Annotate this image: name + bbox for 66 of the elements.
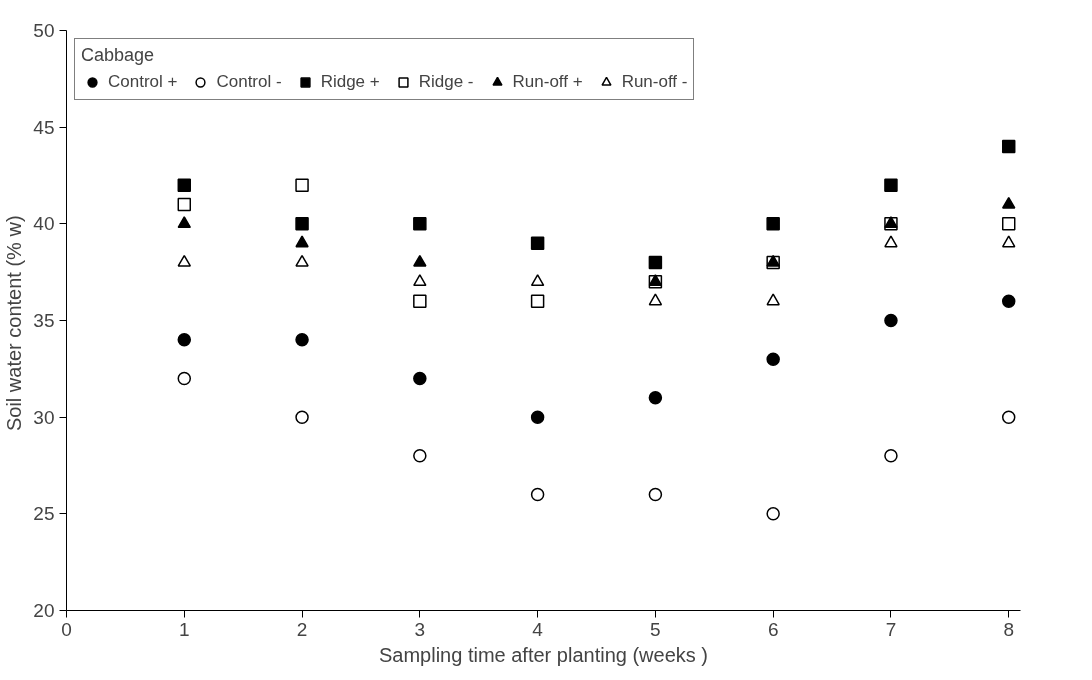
point	[766, 352, 780, 366]
point	[295, 235, 309, 248]
y-tick-label: 30	[33, 406, 55, 428]
point	[766, 293, 780, 306]
point	[295, 333, 309, 347]
x-tick-label: 3	[414, 618, 426, 640]
y-tick-label: 25	[33, 503, 55, 525]
point	[648, 293, 663, 306]
legend-label: Ridge +	[320, 72, 380, 92]
point	[1001, 196, 1016, 209]
y-axis-title: Soil water content (% w)	[3, 215, 26, 432]
x-tick-label: 0	[61, 618, 72, 640]
y-tick-label: 40	[33, 213, 55, 235]
point	[295, 178, 309, 192]
point	[295, 410, 309, 424]
point	[1001, 235, 1016, 248]
legend-label: Control -	[216, 72, 282, 92]
point	[177, 371, 192, 386]
x-tick-label: 7	[885, 618, 897, 640]
point	[530, 487, 545, 502]
point	[413, 274, 427, 287]
point	[1001, 294, 1016, 308]
legend-label: Control +	[108, 72, 178, 92]
y-tick-label: 50	[33, 20, 55, 41]
point	[413, 371, 427, 386]
point	[1001, 217, 1016, 231]
x-tick-label: 2	[296, 618, 308, 640]
legend-label: Ridge -	[418, 72, 474, 92]
point	[648, 487, 663, 502]
legend-label: Run-off +	[512, 72, 583, 92]
point	[177, 333, 192, 347]
point	[1001, 410, 1016, 424]
point	[413, 217, 427, 231]
point	[530, 274, 545, 287]
legend-label: Run-off -	[621, 72, 688, 92]
point	[177, 178, 192, 192]
point	[177, 216, 192, 229]
point	[295, 254, 309, 267]
point	[884, 235, 898, 248]
point	[648, 255, 663, 270]
point	[648, 391, 663, 405]
point	[1001, 139, 1016, 154]
point	[413, 294, 427, 308]
legend-title: Cabbage	[81, 45, 156, 66]
point	[884, 313, 898, 328]
point	[177, 197, 192, 212]
point	[413, 449, 427, 463]
y-tick-label: 45	[33, 116, 55, 138]
x-tick-label: 6	[767, 618, 779, 640]
point	[766, 217, 780, 231]
point	[766, 507, 780, 521]
point	[530, 410, 545, 424]
x-tick-label: 8	[1003, 618, 1015, 640]
x-tick-label: 5	[650, 618, 661, 640]
point	[530, 294, 545, 308]
x-tick-label: 4	[532, 618, 544, 640]
x-tick-label: 1	[178, 618, 190, 640]
y-tick-label: 35	[33, 310, 55, 331]
x-axis-title: Sampling time after planting (weeks )	[378, 643, 709, 666]
point	[884, 178, 898, 192]
y-tick-label: 20	[33, 600, 55, 621]
point	[177, 254, 192, 267]
point	[295, 217, 309, 231]
point	[530, 236, 545, 250]
point	[413, 254, 427, 267]
point	[884, 449, 898, 463]
